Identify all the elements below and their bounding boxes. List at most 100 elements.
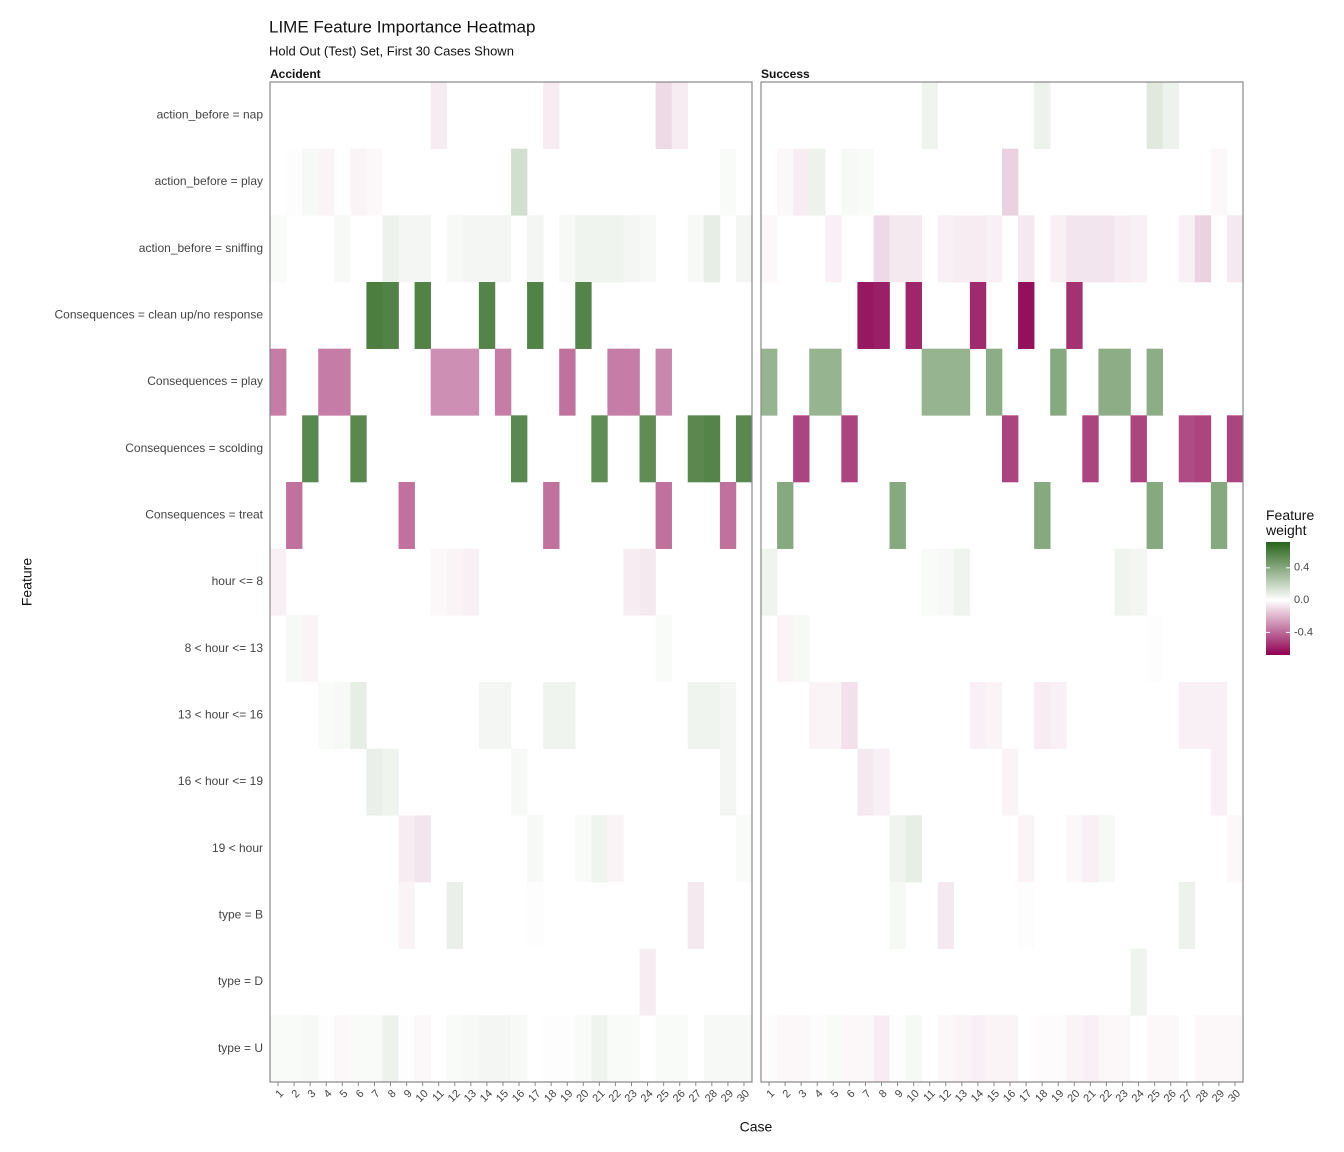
- heat-cell: [841, 682, 858, 749]
- heat-cell: [985, 348, 1003, 416]
- heat-cell: [905, 815, 922, 883]
- x-tick-label: 29: [719, 1088, 736, 1105]
- heat-cell: [462, 348, 480, 416]
- heat-cell: [382, 215, 399, 283]
- heat-cell: [575, 282, 592, 349]
- x-tick-label: 27: [687, 1088, 704, 1105]
- heat-cell: [953, 215, 971, 283]
- heat-cell: [905, 215, 922, 283]
- x-tick-label: 14: [969, 1088, 986, 1105]
- x-tick-label: 24: [1130, 1088, 1147, 1105]
- heat-cell: [1146, 82, 1163, 149]
- x-tick-label: 19: [1049, 1088, 1066, 1105]
- heat-cell: [478, 215, 496, 283]
- heat-cell: [446, 348, 464, 416]
- heat-cell: [1114, 1015, 1131, 1083]
- heat-cell: [350, 148, 367, 216]
- heat-cell: [414, 215, 431, 283]
- heat-cell: [655, 348, 672, 416]
- heat-cell: [857, 1015, 874, 1083]
- heat-cell: [623, 215, 640, 283]
- heat-cell: [302, 1015, 319, 1083]
- heat-cell: [761, 1015, 778, 1083]
- x-tick-label: 15: [494, 1088, 511, 1105]
- heat-cell: [446, 548, 464, 616]
- y-tick-label: Consequences = play: [147, 374, 263, 388]
- heat-cell: [1050, 682, 1067, 749]
- heat-cell: [809, 682, 826, 749]
- heat-cell: [318, 1015, 335, 1083]
- heat-cell: [1130, 215, 1147, 283]
- heat-cell: [623, 348, 640, 416]
- x-tick-label: 25: [655, 1088, 672, 1105]
- heat-cell: [350, 682, 367, 749]
- heat-cell: [527, 815, 544, 883]
- heat-cell: [937, 1015, 955, 1083]
- x-tick-label: 23: [623, 1088, 640, 1105]
- heat-cell: [430, 348, 448, 416]
- heat-cell: [1002, 415, 1019, 483]
- x-tick-label: 4: [813, 1088, 826, 1101]
- heat-cell: [703, 215, 721, 283]
- x-tick-label: 26: [671, 1088, 688, 1105]
- chart-title: LIME Feature Importance Heatmap: [269, 17, 535, 36]
- x-tick-label: 8: [386, 1088, 399, 1101]
- heat-cell: [873, 1015, 890, 1083]
- heat-cell: [318, 348, 335, 416]
- x-tick-label: 10: [414, 1088, 431, 1105]
- heat-cell: [1130, 415, 1147, 483]
- heat-cell: [543, 82, 560, 149]
- heat-cell: [494, 215, 512, 283]
- x-tick-label: 30: [1226, 1088, 1243, 1105]
- heat-cell: [414, 1015, 431, 1083]
- heat-cell: [719, 482, 737, 549]
- y-tick-label: action_before = sniffing: [139, 241, 263, 255]
- heat-cell: [841, 1015, 858, 1083]
- heat-cell: [1114, 548, 1131, 616]
- heat-cell: [1114, 215, 1131, 283]
- y-tick-label: Consequences = clean up/no response: [55, 308, 264, 322]
- heat-cell: [921, 548, 939, 616]
- panel-border: [760, 81, 1244, 1083]
- x-tick-label: 14: [478, 1088, 495, 1105]
- heat-cell: [494, 682, 512, 749]
- heat-cell: [1034, 682, 1051, 749]
- heat-cell: [1226, 1015, 1244, 1083]
- heat-cell: [1098, 1015, 1115, 1083]
- heat-cell: [857, 282, 874, 349]
- heat-cell: [937, 548, 955, 616]
- heat-cell: [687, 215, 705, 283]
- colorbar-tick-label: 0.0: [1294, 594, 1309, 606]
- heat-cell: [1146, 482, 1163, 549]
- x-tick-label: 28: [1194, 1088, 1211, 1105]
- x-tick-label: 20: [574, 1088, 591, 1105]
- heat-cell: [1098, 815, 1115, 883]
- heat-cell: [527, 282, 544, 349]
- heat-cell: [623, 1015, 640, 1083]
- heat-cell: [398, 482, 415, 549]
- heat-cell: [857, 748, 874, 816]
- x-tick-label: 1: [764, 1088, 777, 1101]
- heat-cell: [591, 1015, 608, 1083]
- heat-cell: [623, 548, 640, 616]
- heat-cell: [1194, 415, 1212, 483]
- heat-cell: [366, 1015, 383, 1083]
- heat-cell: [398, 215, 415, 283]
- chart-subtitle: Hold Out (Test) Set, First 30 Cases Show…: [269, 43, 514, 58]
- heat-cell: [735, 215, 753, 283]
- heat-cell: [953, 1015, 971, 1083]
- heat-cell: [286, 615, 303, 683]
- heat-cell: [1050, 1015, 1067, 1083]
- heat-cell: [414, 815, 431, 883]
- x-tick-label: 28: [703, 1088, 720, 1105]
- heat-cell: [735, 815, 753, 883]
- heat-cell: [825, 215, 842, 283]
- heat-cell: [761, 348, 778, 416]
- heat-cell: [825, 682, 842, 749]
- heat-cell: [607, 348, 624, 416]
- heat-cell: [937, 882, 955, 949]
- heat-cell: [969, 282, 987, 349]
- heat-cell: [921, 82, 939, 149]
- heat-cell: [270, 548, 287, 616]
- heat-cell: [1114, 348, 1131, 416]
